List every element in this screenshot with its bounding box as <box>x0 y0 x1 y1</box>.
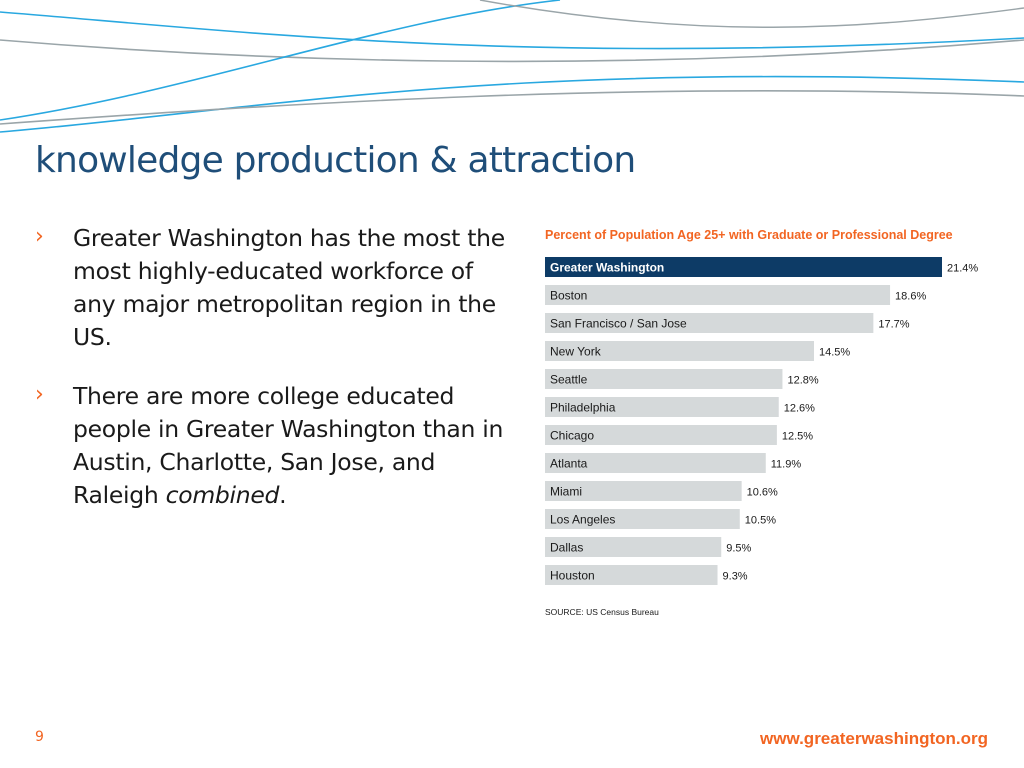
bar <box>545 453 766 473</box>
category-label: San Francisco / San Jose <box>550 317 687 331</box>
bar <box>545 425 777 445</box>
bullet-text: There are more college educated people i… <box>73 380 505 512</box>
wave-line <box>0 11 1024 50</box>
bullet-text-suffix: . <box>279 481 287 509</box>
category-label: New York <box>550 345 602 359</box>
bullet-text-emphasis: combined <box>165 481 280 509</box>
bullet-chevron-icon: › <box>35 224 44 249</box>
bar <box>545 397 779 417</box>
wave-line <box>0 75 1024 133</box>
value-label: 14.5% <box>819 347 850 359</box>
category-label: Greater Washington <box>550 261 664 275</box>
category-label: Houston <box>550 569 595 583</box>
bullet-text: Greater Washington has the most the most… <box>73 224 505 351</box>
bar <box>545 509 740 529</box>
bullet-text-main: There are more college educated people i… <box>73 382 504 509</box>
wave-line <box>0 89 1024 125</box>
slide-number: 9 <box>35 729 44 745</box>
bar <box>545 565 718 585</box>
category-label: Dallas <box>550 541 583 555</box>
value-label: 10.5% <box>745 515 776 527</box>
value-label: 21.4% <box>947 263 978 275</box>
wave-line <box>479 0 1024 28</box>
value-label: 12.8% <box>787 375 818 387</box>
bar-chart: Percent of Population Age 25+ with Gradu… <box>545 228 978 617</box>
category-label: Chicago <box>550 429 594 443</box>
value-label: 9.3% <box>723 571 748 583</box>
bar <box>545 481 742 501</box>
category-label: Philadelphia <box>550 401 616 415</box>
bullet-item: › There are more college educated people… <box>35 380 505 512</box>
value-label: 18.6% <box>895 291 926 303</box>
wave-line <box>0 39 1024 63</box>
footer-url: www.greaterwashington.org <box>760 729 988 748</box>
chart-source: SOURCE: US Census Bureau <box>545 607 659 617</box>
value-label: 12.6% <box>784 403 815 415</box>
value-label: 11.9% <box>771 459 802 471</box>
bar <box>545 369 783 389</box>
bar <box>545 257 942 277</box>
wave-line <box>0 0 561 121</box>
chart-title: Percent of Population Age 25+ with Gradu… <box>545 228 953 242</box>
category-label: Atlanta <box>550 457 588 471</box>
value-label: 9.5% <box>726 543 751 555</box>
slide-title: knowledge production & attraction <box>35 140 636 181</box>
bullet-chevron-icon: › <box>35 382 44 407</box>
bullet-item: › Greater Washington has the most the mo… <box>35 222 505 354</box>
category-label: Los Angeles <box>550 513 615 527</box>
bar <box>545 341 814 361</box>
value-label: 17.7% <box>878 319 909 331</box>
category-label: Seattle <box>550 373 588 387</box>
bar <box>545 537 722 557</box>
bar <box>545 313 874 333</box>
value-label: 10.6% <box>747 487 778 499</box>
category-label: Boston <box>550 289 587 303</box>
bar <box>545 285 891 305</box>
decorative-waves <box>0 0 1024 133</box>
bullet-list: › Greater Washington has the most the mo… <box>35 222 505 538</box>
category-label: Miami <box>550 485 582 499</box>
value-label: 12.5% <box>782 431 813 443</box>
